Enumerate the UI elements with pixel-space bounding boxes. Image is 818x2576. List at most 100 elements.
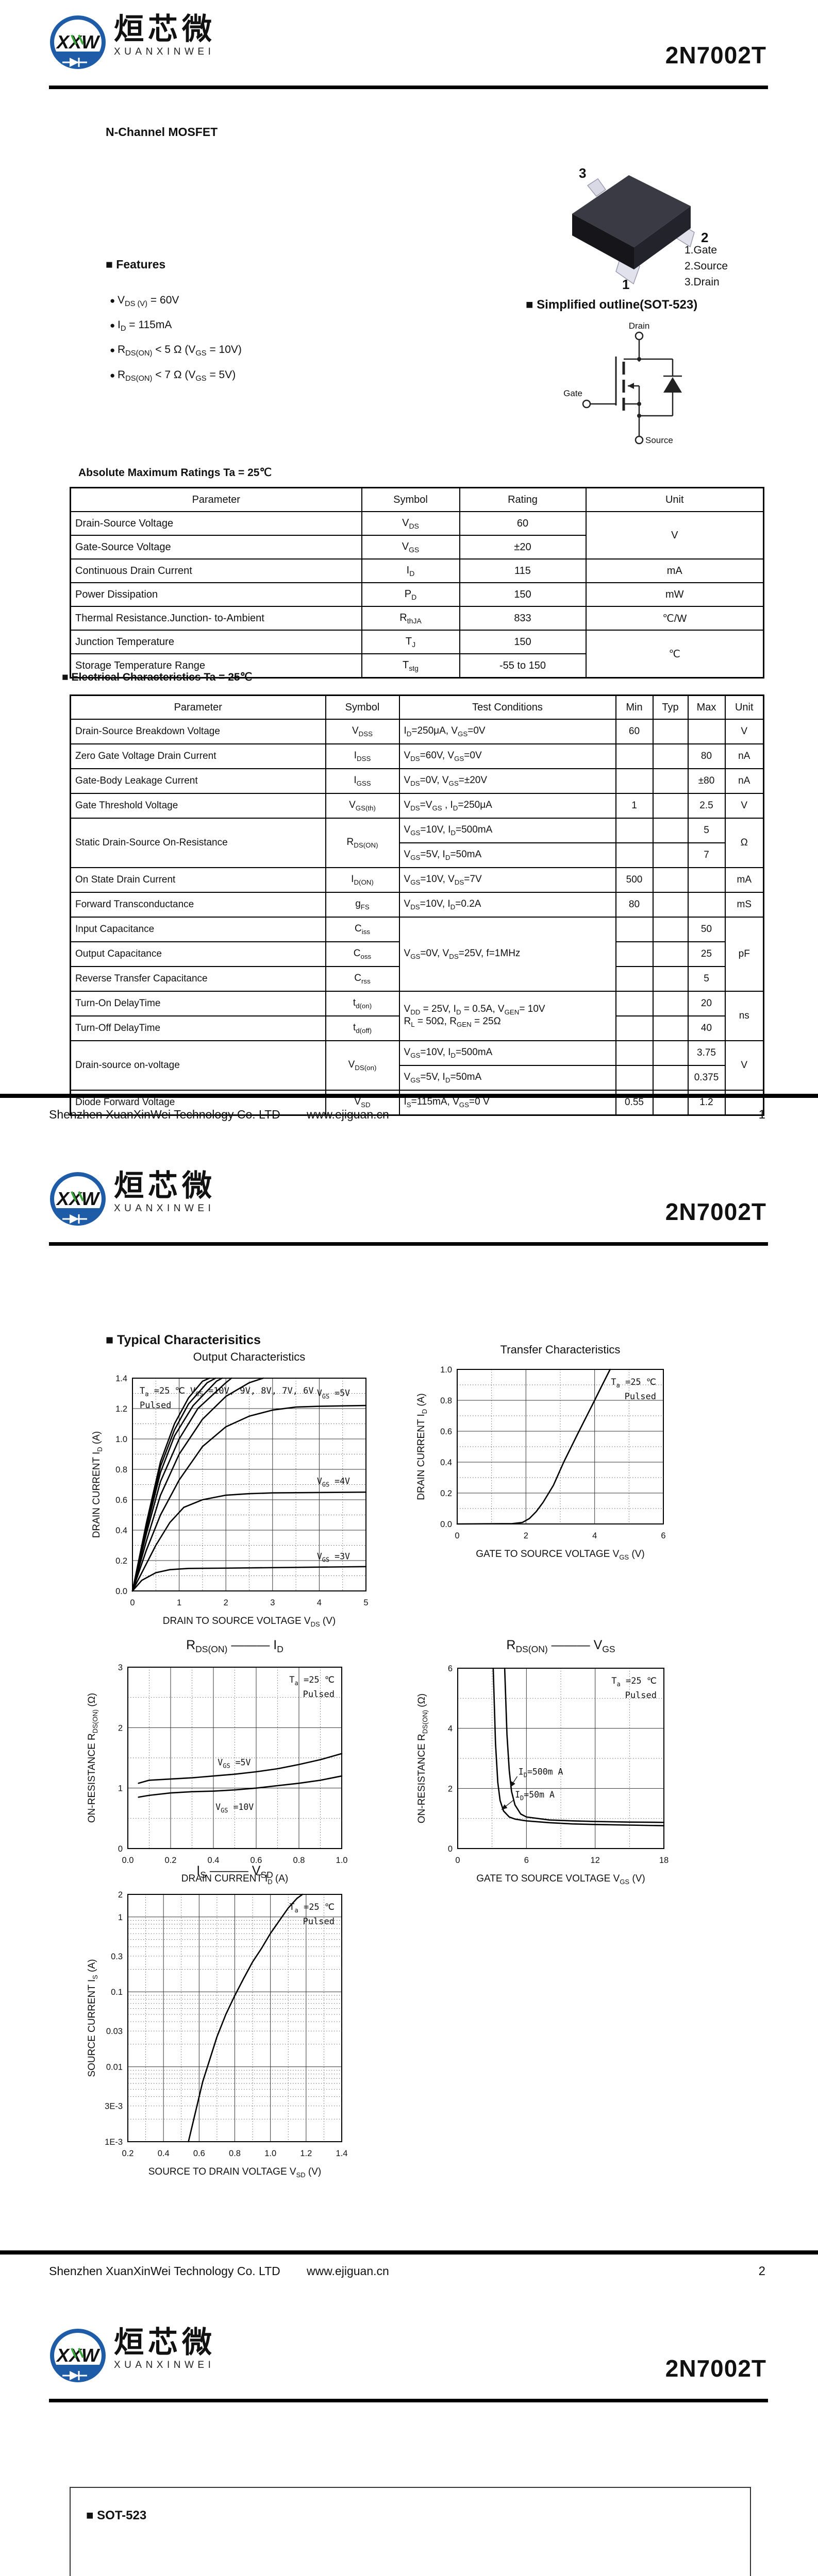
table-cell: mA bbox=[585, 558, 764, 583]
list-item: ID = 115mA bbox=[110, 319, 242, 333]
page-1: XXW 烜芯微 XUANXINWEI 2N7002T N-Channel MOS… bbox=[0, 0, 818, 1157]
svg-text:0.4: 0.4 bbox=[158, 2149, 170, 2158]
svg-text:Ta =25 ℃: Ta =25 ℃ bbox=[289, 1675, 335, 1687]
svg-text:0.0: 0.0 bbox=[440, 1520, 452, 1529]
table-row: Junction Temperature TJ 150 ℃ bbox=[70, 630, 764, 679]
part-number: 2N7002T bbox=[665, 2355, 766, 2382]
svg-text:0.6: 0.6 bbox=[440, 1427, 452, 1436]
table-cell: pF bbox=[724, 917, 764, 992]
svg-text:4: 4 bbox=[448, 1724, 453, 1734]
footer-page-number: 1 bbox=[758, 1108, 765, 1122]
table-cell: Continuous Drain Current bbox=[70, 558, 362, 583]
table-row: Power Dissipation PD 150 mW bbox=[70, 582, 764, 607]
ec-heading: Electrical Characteristics Ta = 25℃ bbox=[62, 671, 253, 684]
svg-text:XXW: XXW bbox=[56, 1188, 101, 1209]
list-item: RDS(ON) < 7 Ω (VGS = 5V) bbox=[110, 369, 242, 383]
chart-plot: 0 1 2 3 4 5 0.0 0.2 0.4 0.6 0.8 1.0 1.2 1.4 DRAIN TO S… bbox=[91, 1374, 369, 1628]
ec-table: Parameter Symbol Test Conditions Min Typ Max U… bbox=[70, 694, 764, 1116]
table-cell bbox=[615, 917, 654, 942]
svg-text:0.0: 0.0 bbox=[122, 1856, 134, 1865]
table-cell: ID(ON) bbox=[325, 867, 400, 893]
svg-text:1.0: 1.0 bbox=[336, 1856, 348, 1865]
svg-text:Gate: Gate bbox=[563, 388, 582, 398]
table-cell: VDS=60V, VGS=0V bbox=[398, 743, 616, 769]
table-cell bbox=[652, 793, 689, 819]
table-cell bbox=[615, 1040, 654, 1066]
svg-text:4: 4 bbox=[592, 1531, 597, 1540]
table-row: Reverse Transfer Capacitance Crss 5 bbox=[70, 966, 764, 992]
table-cell: VDS=VGS , ID=250μA bbox=[398, 793, 616, 819]
svg-text:3E-3: 3E-3 bbox=[105, 2102, 123, 2111]
table-cell: Gate-Source Voltage bbox=[70, 535, 362, 560]
ec-table-wrap: Parameter Symbol Test Conditions Min Typ Max U… bbox=[70, 694, 764, 1116]
svg-text:Pulsed: Pulsed bbox=[625, 1690, 657, 1701]
part-number: 2N7002T bbox=[665, 1198, 766, 1225]
column-header: Symbol bbox=[361, 487, 460, 512]
table-cell: ±80 bbox=[687, 768, 726, 794]
table-cell: 500 bbox=[615, 867, 654, 893]
table-cell: VDS=10V, ID=0.2A bbox=[398, 892, 616, 918]
svg-text:3: 3 bbox=[118, 1663, 123, 1672]
svg-text:1.4: 1.4 bbox=[336, 2149, 348, 2158]
table-cell: VDS=0V, VGS=±20V bbox=[398, 768, 616, 794]
table-row: Continuous Drain Current ID 115 mA bbox=[70, 558, 764, 583]
svg-text:Ta =25 ℃ VGS =10V, 9V, 8V, 7V,: Ta =25 ℃ VGS =10V, 9V, 8V, 7V, 6V bbox=[140, 1386, 314, 1398]
chart-title: IS ——— VSD bbox=[196, 1863, 273, 1880]
table-cell: mS bbox=[724, 892, 764, 918]
table-row: Drain-source on-voltage VDS(on) VGS=10V, I… bbox=[70, 1040, 764, 1091]
svg-text:0: 0 bbox=[118, 1844, 123, 1854]
table-row: Gate-Body Leakage Current IGSS VDS=0V, VGS… bbox=[70, 768, 764, 794]
column-header: Rating bbox=[459, 487, 587, 512]
table-cell: VGS=5V, ID=50mA bbox=[398, 1065, 616, 1091]
table-cell: Coss bbox=[325, 941, 400, 967]
features-heading: Features bbox=[106, 258, 165, 272]
chart-title: Transfer Characteristics bbox=[500, 1343, 621, 1356]
table-row: On State Drain Current ID(ON) VGS=10V, VDS… bbox=[70, 867, 764, 893]
table-row: Output Capacitance Coss 25 bbox=[70, 941, 764, 967]
table-cell bbox=[652, 1015, 689, 1041]
table-cell: ℃ bbox=[585, 630, 764, 679]
table-cell: V bbox=[724, 793, 764, 819]
column-header: Parameter bbox=[70, 694, 326, 720]
column-header: Unit bbox=[724, 694, 764, 720]
svg-text:0.0: 0.0 bbox=[115, 1587, 127, 1596]
page-2: XXW 烜芯微 XUANXINWEI 2N7002T Typical Chara… bbox=[0, 1157, 818, 2313]
table-row: Drain-Source Voltage VDS 60 V bbox=[70, 511, 764, 560]
table-row: VGS=5V, ID=50mA 7 bbox=[71, 842, 764, 868]
svg-text:1.2: 1.2 bbox=[115, 1404, 127, 1414]
svg-text:1: 1 bbox=[118, 1913, 123, 1922]
svg-text:Pulsed: Pulsed bbox=[625, 1392, 656, 1402]
svg-text:Pulsed: Pulsed bbox=[303, 1689, 335, 1700]
svg-text:4: 4 bbox=[317, 1598, 322, 1607]
table-cell: VDS(on) bbox=[325, 1040, 400, 1091]
svg-text:2: 2 bbox=[224, 1598, 228, 1607]
svg-text:0.2: 0.2 bbox=[440, 1489, 452, 1498]
table-row: Gate-Source Voltage VGS ±20 bbox=[70, 535, 764, 560]
table-cell: Junction Temperature bbox=[70, 630, 362, 654]
svg-text:0: 0 bbox=[130, 1598, 135, 1607]
svg-text:Pulsed: Pulsed bbox=[303, 1917, 335, 1927]
table-cell: 40 bbox=[687, 1015, 726, 1041]
table-cell bbox=[687, 892, 726, 918]
table-cell bbox=[615, 768, 654, 794]
table-cell: TJ bbox=[361, 630, 460, 654]
svg-text:Pulsed: Pulsed bbox=[140, 1400, 171, 1411]
svg-text:0.2: 0.2 bbox=[165, 1856, 177, 1865]
svg-text:GATE TO SOURCE VOLTAGE VGS: GATE TO SOURCE VOLTAGE VGS (V) bbox=[476, 1549, 644, 1561]
svg-text:0.8: 0.8 bbox=[115, 1465, 127, 1475]
svg-text:2: 2 bbox=[448, 1784, 453, 1793]
svg-text:18: 18 bbox=[659, 1856, 669, 1865]
svg-text:SOURCE TO DRAIN VOLTAGE VSD: SOURCE TO DRAIN VOLTAGE VSD (V) bbox=[148, 2166, 322, 2179]
svg-text:0.6: 0.6 bbox=[251, 1856, 262, 1865]
table-cell: IGSS bbox=[325, 768, 400, 794]
svg-text:VGS =10V: VGS =10V bbox=[215, 1802, 254, 1814]
svg-text:ID=500m A: ID=500m A bbox=[519, 1767, 563, 1778]
chart-title: Output Characteristics bbox=[193, 1350, 306, 1363]
table-cell bbox=[652, 768, 689, 794]
chart-title: RDS(ON) ——— VGS bbox=[506, 1638, 615, 1654]
mosfet-schematic: Drain Gate Source bbox=[562, 320, 716, 472]
chart-plot: 0 6 12 18 0 2 4 6 GATE TO SOURCE VOLTAGE VGS (V)… bbox=[416, 1664, 669, 1886]
table-cell: ID=250μA, VGS=0V bbox=[398, 719, 616, 744]
column-header: Test Conditions bbox=[398, 694, 616, 720]
footer-rule bbox=[0, 2250, 818, 2255]
